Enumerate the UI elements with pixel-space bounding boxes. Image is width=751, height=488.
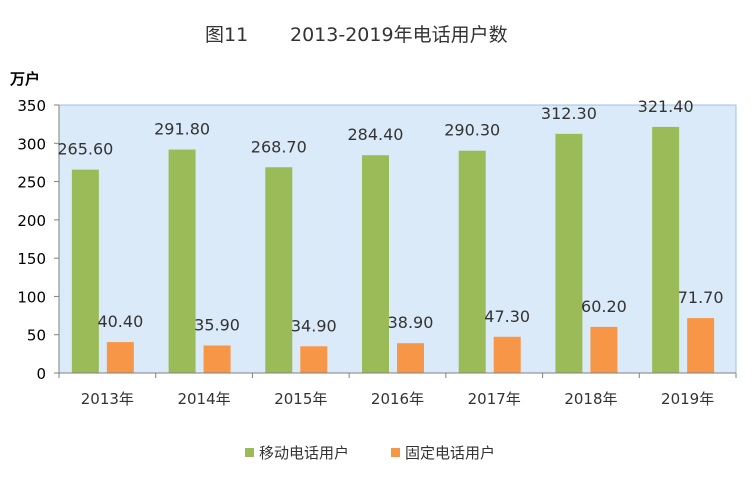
data-label: 291.80 [154,120,210,139]
data-label: 284.40 [348,125,404,144]
x-tick-label: 2014年 [177,390,230,408]
y-tick-label: 0 [36,365,46,383]
data-label: 312.30 [541,104,597,123]
legend-label: 移动电话用户 [259,444,349,462]
data-label: 265.60 [57,140,113,159]
bar-mobile [555,133,583,373]
bars: 265.60 291.80 268.70 284.40 290.30 312.30 321.… [57,97,724,373]
data-label: 60.20 [581,297,627,316]
bar-mobile [362,155,389,373]
y-tick-label: 250 [17,174,46,192]
data-label: 71.70 [678,288,724,307]
legend-swatch [391,448,400,457]
bar-mobile [652,126,680,373]
data-label: 34.90 [291,316,337,335]
x-tick-label: 2017年 [468,390,521,408]
x-tick-label: 2013年 [81,390,134,408]
bar-fixed [300,346,328,373]
bar-fixed [397,343,424,373]
chart-figure-number: 图11 [205,24,248,46]
data-label: 290.30 [444,121,500,140]
x-tick-label: 2016年 [371,390,424,408]
x-tick-label: 2019年 [661,390,714,408]
y-tick-label: 350 [17,97,46,115]
data-label: 38.90 [388,313,434,332]
data-label: 268.70 [251,137,307,156]
y-tick-label: 150 [17,250,46,268]
data-label: 47.30 [484,307,530,326]
x-axis: 2013年 2014年 2015年 2016年 2017年 2018年 2019年 [58,372,737,408]
data-label: 40.40 [97,312,143,331]
data-label: 35.90 [194,316,240,335]
bar-mobile [71,169,99,373]
x-tick-label: 2018年 [564,390,617,408]
y-tick-label: 50 [27,327,46,345]
plot-area [58,104,737,374]
bar-fixed [493,336,521,373]
y-tick-label: 100 [17,288,46,306]
legend-swatch [245,448,254,457]
y-tick-label: 300 [17,135,46,153]
bar-fixed [590,326,618,373]
bar-fixed [687,318,715,373]
y-axis: 0 50 100 150 200 250 300 350 [17,97,60,383]
data-label: 321.40 [638,97,694,116]
bar-mobile [265,167,293,373]
legend-label: 固定电话用户 [405,444,495,462]
bar-mobile [168,149,196,373]
chart-title: 2013-2019年电话用户数 [290,24,508,46]
y-tick-label: 200 [17,212,46,230]
legend: 移动电话用户 固定电话用户 [245,444,495,462]
y-axis-unit-label: 万户 [9,70,40,88]
bar-fixed [203,345,231,373]
x-tick-label: 2015年 [274,390,327,408]
bar-mobile [458,150,486,373]
bar-fixed [106,342,134,373]
